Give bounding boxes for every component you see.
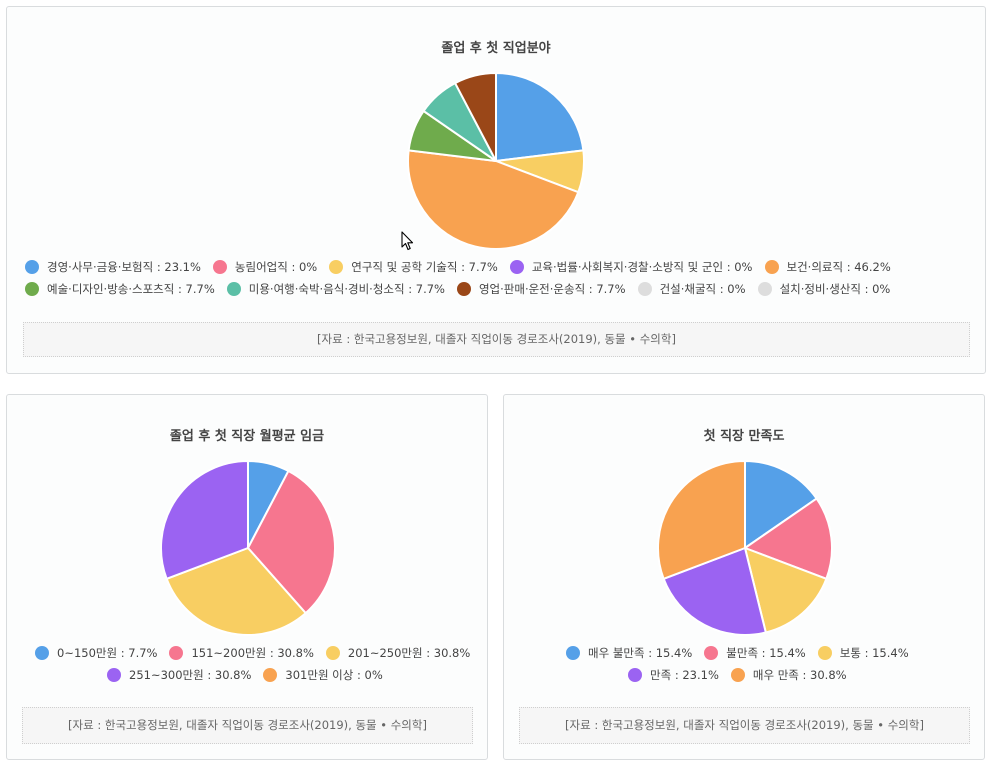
legend-label: 매우 만족 : 30.8% — [752, 668, 847, 682]
chart-title: 첫 직장 만족도 — [703, 429, 785, 444]
pie-chart — [407, 71, 585, 250]
pie-slice[interactable] — [743, 546, 828, 634]
pie-slice[interactable] — [407, 149, 580, 250]
legend-item[interactable]: 경영·사무·금융·보험직 : 23.1% — [25, 259, 201, 275]
legend-marker-icon — [212, 260, 227, 274]
legend-label: 경영·사무·금융·보험직 : 23.1% — [47, 260, 201, 274]
legend-item[interactable]: 불만족 : 15.4% — [704, 645, 806, 661]
legend-item[interactable]: 미용·여행·숙박·음식·경비·청소직 : 7.7% — [226, 281, 445, 297]
legend-label: 설치·정비·생산직 : 0% — [779, 282, 891, 296]
chart-panel-job-field: 졸업 후 첫 직업분야 경영·사무·금융·보험직 : 23.1% 농림어업직 : … — [6, 6, 986, 374]
legend-label: 만족 : 23.1% — [650, 668, 719, 682]
legend-item[interactable]: 예술·디자인·방송·스포츠직 : 7.7% — [25, 281, 215, 297]
legend-item[interactable]: 건설·채굴직 : 0% — [637, 281, 746, 297]
legend-label: 건설·채굴직 : 0% — [659, 282, 746, 296]
legend-item[interactable]: 201~250만원 : 30.8% — [325, 645, 471, 661]
legend-label: 201~250만원 : 30.8% — [347, 646, 471, 660]
legend-item[interactable]: 251~300만원 : 30.8% — [107, 667, 251, 683]
pie-slice[interactable] — [744, 459, 818, 550]
legend-marker-icon — [325, 646, 340, 660]
pie-slice[interactable] — [495, 71, 585, 163]
legend-label: 301만원 이상 : 0% — [285, 668, 383, 682]
legend-marker-icon — [169, 646, 184, 660]
legend-item[interactable]: 301만원 이상 : 0% — [263, 667, 383, 683]
legend-label: 매우 불만족 : 15.4% — [588, 646, 693, 660]
legend-marker-icon — [226, 282, 241, 296]
legend-marker-icon — [107, 668, 121, 682]
legend-item[interactable]: 연구직 및 공학 기술직 : 7.7% — [329, 259, 498, 275]
legend-item[interactable]: 보건·의료직 : 46.2% — [764, 259, 891, 275]
legend-label: 예술·디자인·방송·스포츠직 : 7.7% — [47, 282, 215, 296]
legend-item[interactable]: 보통 : 15.4% — [817, 645, 909, 661]
pie-slice[interactable] — [160, 459, 249, 581]
legend-marker-icon — [637, 282, 652, 296]
legend-marker-icon — [764, 260, 779, 274]
legend-item[interactable]: 매우 불만족 : 15.4% — [566, 645, 692, 661]
pie-chart — [657, 459, 833, 636]
pie-slice[interactable] — [742, 497, 833, 581]
pie-slice[interactable] — [246, 469, 336, 615]
pie-slice[interactable] — [657, 459, 746, 581]
pie-slice[interactable] — [165, 546, 308, 636]
legend-marker-icon — [566, 646, 580, 660]
legend-marker-icon — [730, 668, 745, 682]
source-note: [자료 : 한국고용정보원, 대졸자 직업이동 경로조사(2019), 동물 •… — [519, 707, 970, 744]
chart-title: 졸업 후 첫 직장 월평균 임금 — [169, 429, 325, 444]
legend-label: 연구직 및 공학 기술직 : 7.7% — [351, 260, 498, 274]
legend-label: 교육·법률·사회복지·경찰·소방직 및 군인 : 0% — [531, 260, 753, 274]
source-note: [자료 : 한국고용정보원, 대졸자 직업이동 경로조사(2019), 동물 •… — [23, 322, 970, 357]
legend-item[interactable]: 151~200만원 : 30.8% — [169, 645, 314, 661]
pie-chart — [160, 459, 336, 636]
legend-label: 농림어업직 : 0% — [234, 260, 318, 274]
legend-item[interactable]: 농림어업직 : 0% — [212, 259, 318, 275]
legend-marker-icon — [757, 282, 772, 296]
legend-marker-icon — [509, 260, 524, 274]
legend-marker-icon — [25, 260, 39, 274]
legend-marker-icon — [263, 668, 278, 682]
legend-marker-icon — [817, 646, 832, 660]
legend-label: 보건·의료직 : 46.2% — [786, 260, 891, 274]
legend-item[interactable]: 영업·판매·운전·운송직 : 7.7% — [456, 281, 626, 297]
mouse-cursor-icon — [401, 231, 414, 251]
chart-title: 졸업 후 첫 직업분야 — [441, 41, 551, 56]
legend-label: 0~150만원 : 7.7% — [57, 646, 158, 660]
legend-marker-icon — [704, 646, 719, 660]
legend-item[interactable]: 0~150만원 : 7.7% — [35, 645, 157, 661]
legend-item[interactable]: 설치·정비·생산직 : 0% — [757, 281, 891, 297]
legend-label: 251~300만원 : 30.8% — [129, 668, 252, 682]
legend-item[interactable]: 매우 만족 : 30.8% — [730, 667, 847, 683]
chart-panel-satisfaction: 첫 직장 만족도 매우 불만족 : 15.4% 불만족 : 15.4% 보통 : 1… — [503, 394, 985, 760]
legend-label: 151~200만원 : 30.8% — [191, 646, 314, 660]
legend-label: 미용·여행·숙박·음식·경비·청소직 : 7.7% — [248, 282, 445, 296]
legend-marker-icon — [628, 668, 642, 682]
legend-marker-icon — [35, 646, 49, 660]
source-note: [자료 : 한국고용정보원, 대졸자 직업이동 경로조사(2019), 동물 •… — [22, 707, 473, 744]
pie-slice[interactable] — [453, 71, 497, 162]
legend-marker-icon — [25, 282, 39, 296]
legend-item[interactable]: 만족 : 23.1% — [628, 667, 719, 683]
legend-label: 영업·판매·운전·운송직 : 7.7% — [478, 282, 626, 296]
chart-panel-salary: 졸업 후 첫 직장 월평균 임금 0~150만원 : 7.7% 151~200만원… — [6, 394, 488, 760]
legend-item[interactable]: 교육·법률·사회복지·경찰·소방직 및 군인 : 0% — [509, 259, 753, 275]
legend-marker-icon — [456, 282, 471, 296]
legend-label: 불만족 : 15.4% — [726, 646, 806, 660]
legend-label: 보통 : 15.4% — [839, 646, 909, 660]
legend-marker-icon — [329, 260, 344, 274]
